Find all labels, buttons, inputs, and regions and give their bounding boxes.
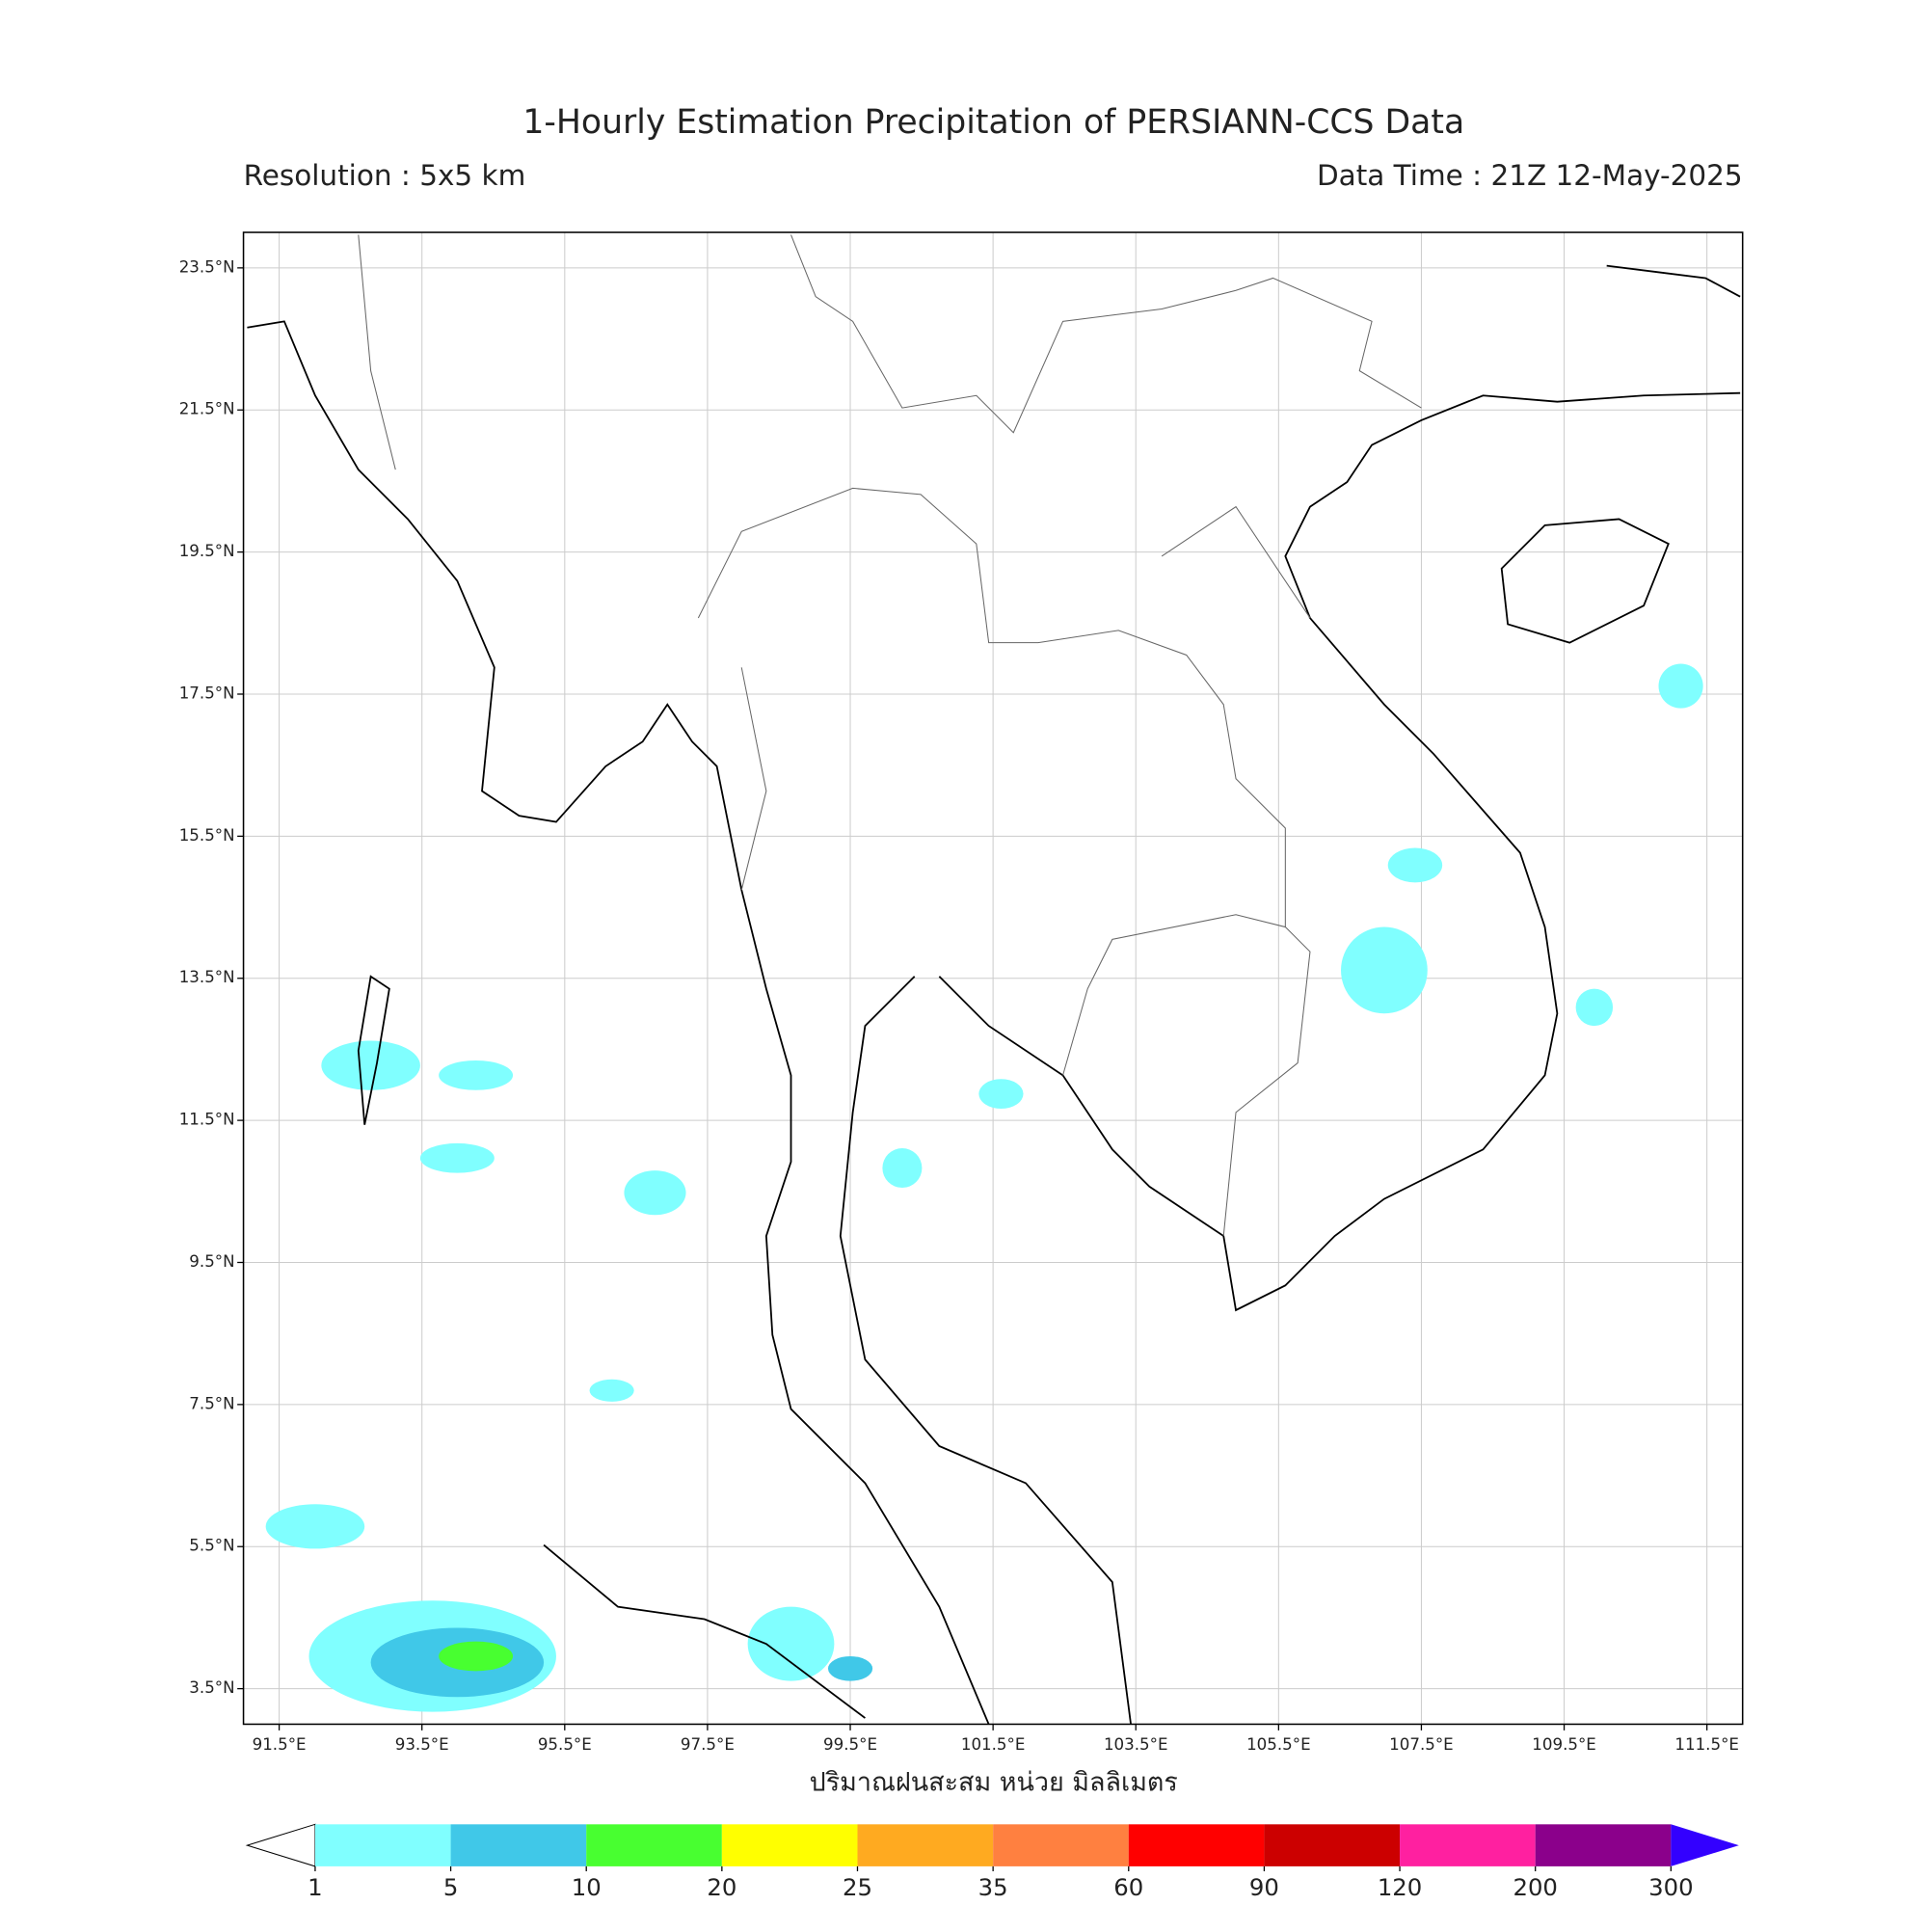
rain-area bbox=[439, 1641, 514, 1672]
x-tick-label: 101.5°E bbox=[961, 1735, 1026, 1754]
colorbar-segment bbox=[450, 1824, 587, 1866]
coastline bbox=[247, 320, 990, 1725]
colorbar-label: 10 bbox=[572, 1873, 602, 1901]
colorbar-label: 25 bbox=[843, 1873, 872, 1901]
y-tick-label: 19.5°N bbox=[179, 542, 235, 560]
coastline bbox=[839, 976, 1132, 1725]
colorbar-segment bbox=[993, 1824, 1129, 1866]
coastline bbox=[938, 391, 1741, 1312]
x-tick-label: 111.5°E bbox=[1674, 1735, 1739, 1754]
border bbox=[358, 234, 1422, 1237]
colorbar-label: 300 bbox=[1648, 1873, 1693, 1901]
coastline bbox=[357, 975, 390, 1125]
x-tick-label: 103.5°E bbox=[1104, 1735, 1168, 1754]
y-tick-label: 9.5°N bbox=[189, 1252, 234, 1271]
rain-area bbox=[882, 1148, 923, 1189]
colorbar-segment bbox=[721, 1824, 858, 1866]
x-tick-label: 91.5°E bbox=[253, 1735, 307, 1754]
rain-area bbox=[589, 1379, 634, 1402]
rain-area bbox=[439, 1060, 514, 1090]
colorbar-segment bbox=[1400, 1824, 1536, 1866]
grid bbox=[243, 232, 1743, 1725]
rain-area bbox=[265, 1504, 365, 1549]
rain-area bbox=[747, 1606, 835, 1681]
rain-area bbox=[978, 1079, 1024, 1109]
y-tick-label: 7.5°N bbox=[189, 1394, 234, 1412]
y-tick-label: 21.5°N bbox=[179, 400, 235, 418]
y-tick-label: 13.5°N bbox=[179, 968, 235, 986]
coastline bbox=[1500, 518, 1670, 644]
colorbar-segment bbox=[857, 1824, 994, 1866]
x-tick-label: 93.5°E bbox=[395, 1735, 449, 1754]
rain-areas bbox=[265, 663, 1703, 1712]
coastlines bbox=[247, 234, 1741, 1725]
colorbar-over bbox=[1671, 1824, 1739, 1866]
rain-area bbox=[1341, 926, 1428, 1014]
axes: 91.5°E 93.5°E 95.5°E 97.5°E 99.5°E 101.5°E 103… bbox=[179, 257, 1739, 1753]
x-tick-label: 97.5°E bbox=[681, 1735, 735, 1754]
resolution: Resolution : 5x5 km bbox=[244, 159, 526, 192]
border bbox=[697, 487, 1286, 1076]
y-tick-label: 15.5°N bbox=[179, 826, 235, 845]
data-time: Data Time : 21Z 12-May-2025 bbox=[1317, 159, 1743, 192]
y-tick-label: 11.5°N bbox=[179, 1111, 235, 1129]
rain-area bbox=[1658, 663, 1703, 709]
rain-area bbox=[321, 1040, 420, 1090]
rain-area bbox=[1387, 847, 1443, 883]
x-axis-label: ปริมาณฝนสะสม หน่วย มิลลิเมตร bbox=[810, 1768, 1178, 1798]
rain-area bbox=[419, 1142, 495, 1173]
colorbar-segment bbox=[314, 1824, 451, 1866]
y-tick-label: 23.5°N bbox=[179, 257, 235, 276]
colorbar-label: 90 bbox=[1249, 1873, 1279, 1901]
colorbar-segment bbox=[1264, 1824, 1401, 1866]
coastline bbox=[543, 1543, 866, 1719]
y-tick-label: 5.5°N bbox=[189, 1537, 234, 1555]
colorbar-segment bbox=[586, 1824, 722, 1866]
colorbar-label: 1 bbox=[308, 1873, 323, 1901]
title: 1-Hourly Estimation Precipitation of PER… bbox=[522, 103, 1464, 142]
coastline bbox=[1606, 264, 1741, 298]
colorbar-label: 20 bbox=[707, 1873, 736, 1901]
x-tick-label: 109.5°E bbox=[1532, 1735, 1596, 1754]
y-tick-label: 17.5°N bbox=[179, 684, 235, 702]
rain-area bbox=[827, 1655, 873, 1681]
x-tick-label: 105.5°E bbox=[1246, 1735, 1311, 1754]
colorbar-segment bbox=[1535, 1824, 1672, 1866]
colorbar-segment bbox=[1128, 1824, 1265, 1866]
colorbar-under bbox=[245, 1823, 316, 1867]
rain-area bbox=[624, 1170, 686, 1216]
colorbar-label: 120 bbox=[1378, 1873, 1422, 1901]
y-tick-label: 3.5°N bbox=[189, 1678, 234, 1697]
colorbar-label: 5 bbox=[443, 1873, 459, 1901]
colorbar: 1 5 10 20 25 35 60 90 120 200 300 bbox=[245, 1823, 1739, 1901]
x-tick-label: 99.5°E bbox=[823, 1735, 877, 1754]
colorbar-label: 200 bbox=[1513, 1873, 1557, 1901]
colorbar-label: 60 bbox=[1113, 1873, 1143, 1901]
rain-area bbox=[1575, 988, 1614, 1027]
colorbar-label: 35 bbox=[978, 1873, 1008, 1901]
x-tick-label: 95.5°E bbox=[538, 1735, 592, 1754]
x-tick-label: 107.5°E bbox=[1389, 1735, 1454, 1754]
